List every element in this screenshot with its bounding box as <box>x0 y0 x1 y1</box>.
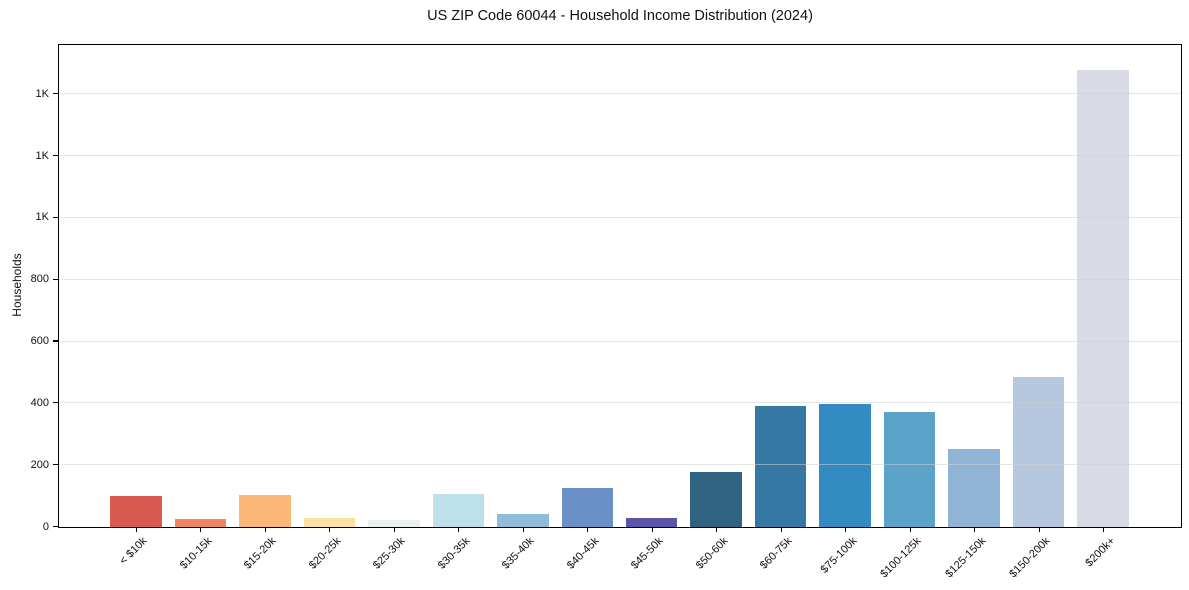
bar <box>883 411 936 527</box>
x-tick <box>1038 526 1040 532</box>
x-tick <box>329 526 331 532</box>
x-tick <box>522 526 524 532</box>
x-tick <box>264 526 266 532</box>
y-tick-label: 600 <box>30 335 49 347</box>
bar <box>948 448 1000 527</box>
bar <box>1012 377 1065 527</box>
bar <box>690 472 742 527</box>
x-tick <box>200 526 202 532</box>
bar <box>625 518 678 527</box>
y-tick <box>53 216 58 218</box>
bar <box>110 496 162 527</box>
x-tick <box>458 526 460 532</box>
gridline <box>59 402 1181 404</box>
y-tick <box>53 402 58 404</box>
bar <box>1077 69 1129 527</box>
y-tick-label: 200 <box>30 458 49 471</box>
y-tick-label: 1K <box>35 149 49 162</box>
bar <box>432 493 485 527</box>
x-tick <box>651 526 653 532</box>
x-tick <box>845 526 847 532</box>
plot-area <box>58 44 1182 528</box>
x-tick <box>393 526 395 532</box>
bar <box>819 404 871 527</box>
y-tick-label: 1K <box>35 87 49 100</box>
gridline <box>59 155 1181 156</box>
y-tick <box>53 154 58 157</box>
y-tick-label: 0 <box>42 520 49 533</box>
gridline <box>59 464 1181 466</box>
y-tick-label: 1K <box>35 211 49 224</box>
bar <box>174 519 227 527</box>
x-tick-label: < $10k <box>117 535 150 568</box>
bar <box>239 494 291 527</box>
y-tick-label: 400 <box>30 396 49 409</box>
y-tick <box>53 278 58 280</box>
y-tick <box>53 93 58 95</box>
gridline <box>59 278 1181 280</box>
x-tick <box>135 526 137 532</box>
bar <box>754 406 807 527</box>
y-tick <box>53 464 58 466</box>
x-tick <box>909 526 911 532</box>
gridline <box>59 93 1181 95</box>
y-tick <box>53 340 58 342</box>
x-tick <box>716 526 718 532</box>
x-tick <box>1103 526 1105 532</box>
x-tick <box>974 526 976 532</box>
bar <box>368 520 420 527</box>
gridline <box>59 216 1181 218</box>
x-tick <box>780 526 782 532</box>
x-tick <box>587 526 589 532</box>
bar <box>561 488 614 527</box>
y-tick <box>53 525 58 528</box>
bar <box>497 514 549 527</box>
chart-title: US ZIP Code 60044 - Household Income Dis… <box>427 8 813 24</box>
bar <box>303 517 356 527</box>
gridline <box>59 340 1181 342</box>
y-tick-label: 800 <box>30 273 49 286</box>
